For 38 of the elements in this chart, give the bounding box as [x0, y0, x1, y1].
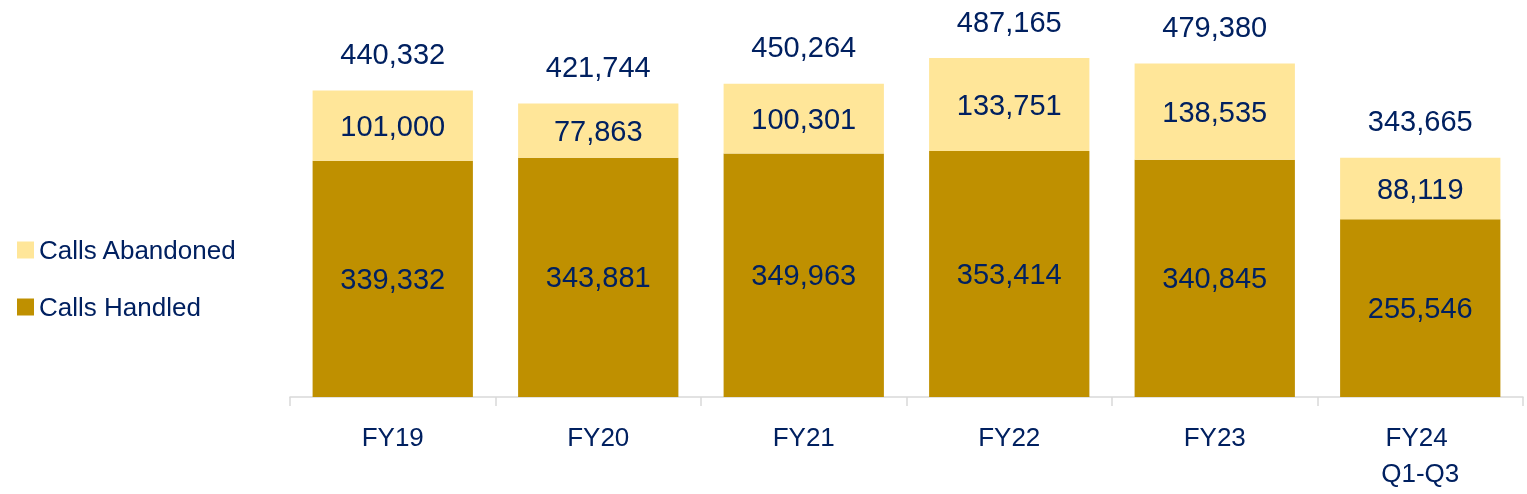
bar: [1340, 157, 1501, 220]
total-label: 479,380: [1162, 10, 1268, 43]
data-label: 88,119: [1376, 172, 1464, 205]
total-label: 421,744: [545, 51, 651, 84]
legend-label: Calls Handled: [39, 292, 201, 322]
bar: [1134, 63, 1295, 160]
data-label: 339,332: [340, 262, 446, 295]
data-label: 100,301: [751, 102, 857, 135]
data-label: 133,751: [956, 88, 1062, 121]
data-label: 255,546: [1367, 292, 1473, 325]
bar: [723, 83, 884, 154]
bar: [723, 153, 884, 397]
bar: [1340, 219, 1501, 397]
data-label: 343,881: [545, 261, 651, 294]
data-label: 349,963: [751, 259, 857, 292]
bar: [518, 103, 679, 158]
x-tick-label: FY23: [1183, 422, 1246, 452]
total-label: 440,332: [340, 38, 446, 71]
x-tick-label: FY20: [567, 422, 630, 452]
bar: [929, 58, 1090, 152]
bar: [312, 160, 473, 397]
bar: [312, 90, 473, 161]
bar: [1134, 159, 1295, 397]
data-label: 77,863: [553, 114, 643, 147]
x-tick-label: FY21: [772, 422, 835, 452]
bar: [929, 151, 1090, 397]
total-label: 343,665: [1367, 105, 1473, 138]
x-tick-label: FY22: [978, 422, 1041, 452]
data-label: 353,414: [956, 258, 1062, 291]
total-label: 487,165: [956, 5, 1062, 38]
legend-label: Calls Abandoned: [39, 235, 236, 265]
total-label: 450,264: [751, 31, 857, 64]
data-label: 340,845: [1162, 262, 1268, 295]
bar: [518, 157, 679, 397]
x-tick-label: FY24 Q1-Q3: [1381, 422, 1460, 488]
data-label: 101,000: [340, 109, 446, 142]
x-tick-label: FY19: [361, 422, 424, 452]
data-label: 138,535: [1162, 95, 1268, 128]
